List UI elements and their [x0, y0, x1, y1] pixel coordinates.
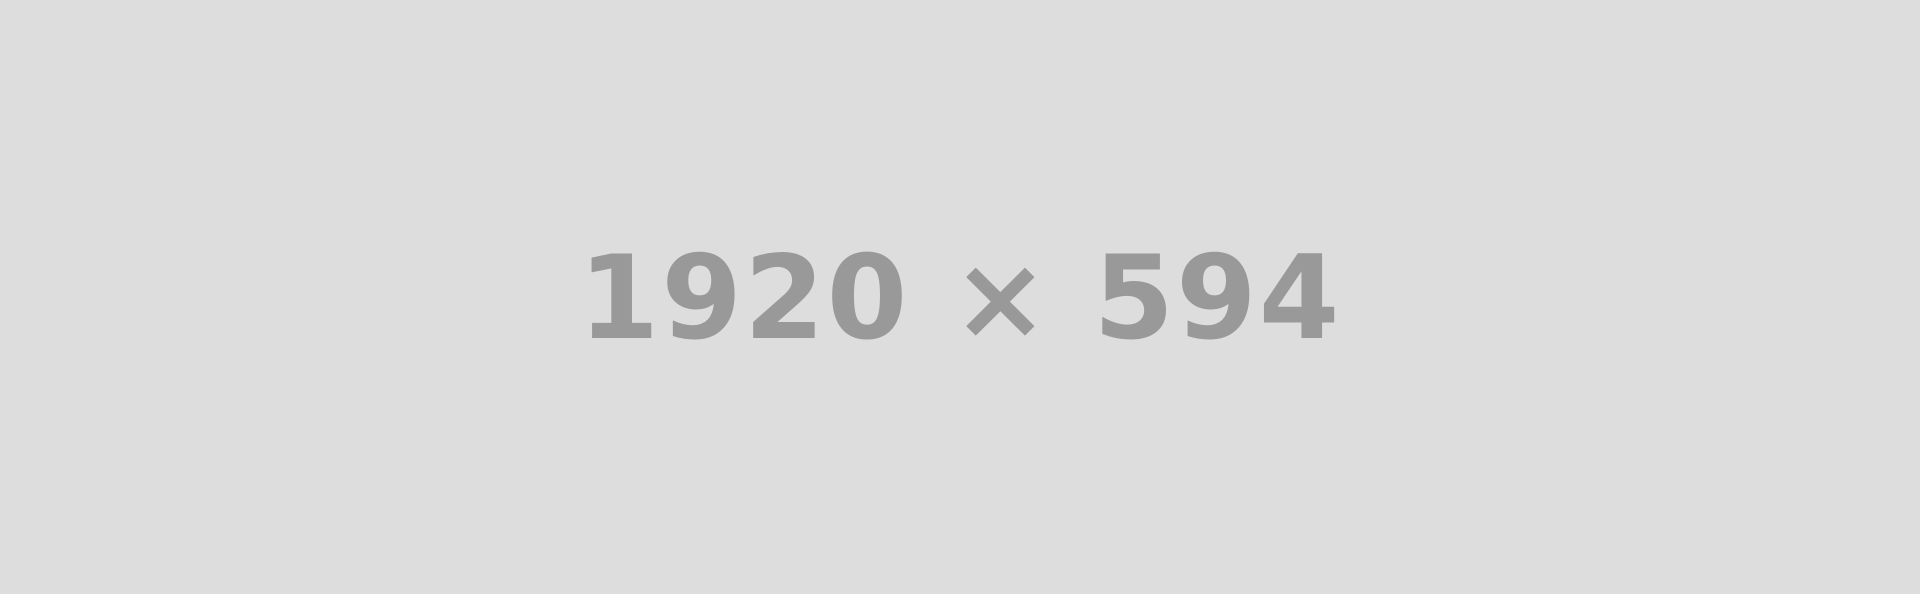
placeholder-dimensions-label: 1920 × 594 [578, 231, 1342, 366]
